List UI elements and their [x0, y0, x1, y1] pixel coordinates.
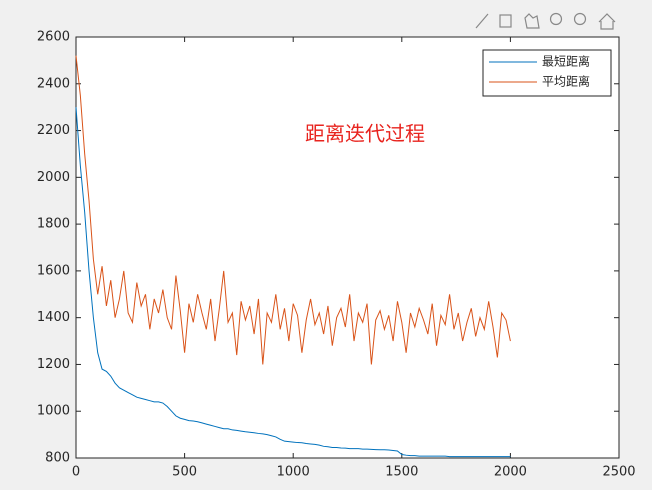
- x-tick-label: 500: [172, 465, 197, 480]
- x-tick-label: 2000: [494, 465, 527, 480]
- y-tick-label: 1200: [37, 357, 70, 372]
- pan-icon[interactable]: [524, 13, 540, 29]
- brush-icon[interactable]: [475, 13, 489, 29]
- datatip-icon[interactable]: [499, 14, 512, 28]
- y-tick-label: 2000: [37, 170, 70, 185]
- x-tick-label: 2500: [602, 465, 635, 480]
- y-tick-label: 2200: [37, 123, 70, 138]
- line-series: [75, 107, 511, 458]
- legend-label: 平均距离: [542, 74, 590, 89]
- zoom-in-icon[interactable]: [549, 12, 563, 26]
- zoom-out-icon[interactable]: [573, 12, 587, 26]
- legend-box: [482, 49, 612, 97]
- y-tick-label: 800: [45, 451, 70, 466]
- annotation: 距离迭代过程: [305, 122, 425, 146]
- y-tick-label: 2400: [37, 76, 70, 91]
- legend-label: 最短距离: [542, 54, 590, 69]
- y-tick-label: 2600: [37, 30, 70, 45]
- y-tick-label: 1000: [37, 404, 70, 419]
- line-series: [75, 55, 511, 365]
- y-tick-label: 1600: [37, 263, 70, 278]
- y-tick-label: 1800: [37, 217, 70, 232]
- plot-area: [75, 36, 620, 459]
- y-tick-label: 1400: [37, 310, 70, 325]
- home-icon[interactable]: [598, 13, 616, 30]
- toolbar[interactable]: [475, 12, 616, 30]
- x-tick-label: 0: [72, 465, 80, 480]
- x-tick-label: 1500: [385, 465, 418, 480]
- x-tick-label: 1000: [277, 465, 310, 480]
